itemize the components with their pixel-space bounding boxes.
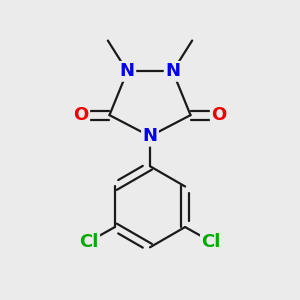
Text: N: N	[165, 62, 180, 80]
Text: O: O	[211, 106, 226, 124]
Text: N: N	[120, 62, 135, 80]
Text: Cl: Cl	[201, 232, 221, 250]
Text: Cl: Cl	[79, 232, 99, 250]
Text: O: O	[74, 106, 89, 124]
Text: N: N	[142, 127, 158, 145]
